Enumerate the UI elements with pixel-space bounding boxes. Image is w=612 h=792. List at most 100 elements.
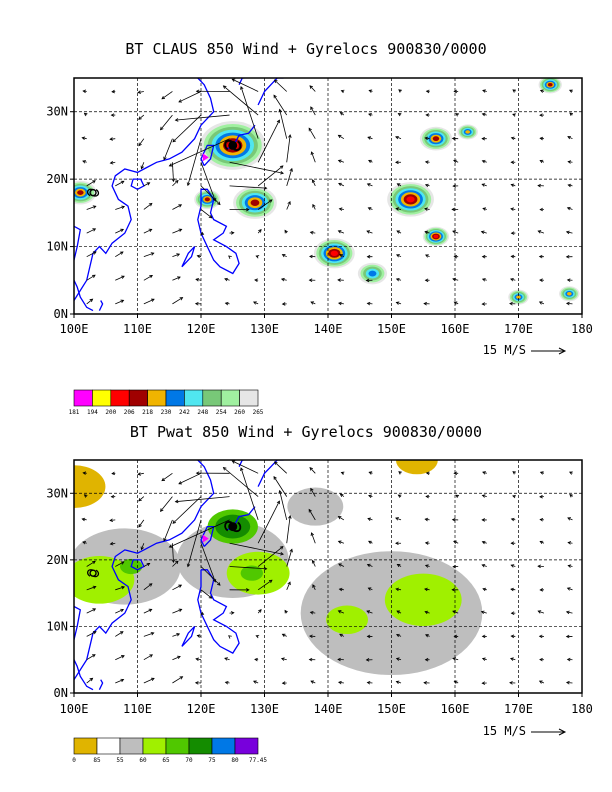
colorbar-label: 200 — [105, 409, 116, 416]
wind-arrowhead — [168, 544, 173, 548]
wind-arrowhead — [509, 681, 513, 685]
pwat-contour — [240, 565, 263, 581]
wind-arrowhead — [425, 254, 429, 258]
colorbar-swatch — [110, 389, 130, 407]
colorbar-label: 65 — [162, 757, 170, 764]
wind-arrowhead — [312, 203, 316, 208]
wind-arrowhead — [121, 275, 125, 279]
colorbar-label: 248 — [197, 409, 208, 416]
wind-arrow — [310, 488, 316, 497]
coastlines — [74, 78, 284, 312]
colorbar-label: 265 — [253, 409, 264, 416]
wind-arrowhead — [146, 562, 151, 567]
wind-arrowhead — [178, 204, 183, 208]
wind-arrowhead — [538, 254, 543, 259]
coastline — [238, 78, 245, 85]
wind-arrowhead — [366, 680, 371, 685]
wind-arrowhead — [509, 301, 513, 306]
colorbar-swatch — [147, 389, 167, 407]
wind-arrow — [338, 134, 345, 140]
reference-vector-head — [558, 728, 567, 736]
wind-arrowhead — [222, 85, 227, 89]
wind-arrowhead — [567, 135, 571, 140]
wind-arrow — [309, 467, 316, 474]
wind-arrow — [310, 106, 316, 116]
coastline — [130, 178, 145, 190]
wind-arrowhead — [453, 471, 458, 476]
wind-arrow — [115, 275, 125, 281]
wind-arrowhead — [451, 587, 456, 592]
wind-arrowhead — [510, 517, 515, 522]
wind-arrowhead — [396, 230, 401, 234]
reference-vector-label: 15 M/S — [483, 343, 526, 357]
wind-arrowhead — [309, 85, 313, 89]
wind-arrow — [115, 229, 124, 234]
wind-arrowhead — [224, 277, 228, 282]
wind-arrowhead — [89, 677, 94, 682]
cloud-contour — [406, 196, 415, 203]
wind-arrowhead — [176, 633, 181, 637]
wind-arrowhead — [308, 508, 312, 513]
track-marker — [202, 534, 209, 543]
wind-arrowhead — [395, 541, 399, 546]
wind-arrowhead — [424, 183, 429, 188]
wind-arrowhead — [539, 113, 543, 117]
wind-arrowhead — [481, 494, 486, 498]
wind-arrow — [137, 472, 144, 475]
cloud-contour — [547, 83, 553, 87]
wind-arrow — [172, 162, 174, 182]
wind-arrowhead — [310, 532, 315, 536]
pwat-contour — [395, 460, 438, 475]
wind-arrow — [172, 560, 179, 567]
wind-arrowhead — [452, 610, 456, 614]
wind-arrowhead — [338, 301, 342, 306]
wind-arrowhead — [120, 608, 125, 613]
wind-arrow — [367, 682, 373, 684]
coastline — [181, 625, 196, 647]
reference-vector-label: 15 M/S — [483, 724, 526, 738]
wind-arrowhead — [120, 180, 125, 185]
wind-arrowhead — [510, 634, 515, 639]
colorbar-swatch — [184, 389, 204, 407]
wind-arrow — [273, 476, 288, 497]
wind-arrowhead — [258, 228, 262, 233]
y-tick-label: 20N — [46, 172, 68, 186]
wind-arrowhead — [228, 635, 232, 639]
coastline — [257, 460, 284, 487]
wind-arrowhead — [311, 559, 316, 564]
wind-arrowhead — [208, 214, 213, 219]
wind-arrowhead — [284, 229, 288, 234]
wind-arrowhead — [92, 274, 96, 279]
wind-arrowhead — [424, 587, 428, 592]
wind-arrowhead — [168, 163, 173, 167]
wind-arrowhead — [92, 205, 97, 209]
wind-arrowhead — [174, 118, 179, 122]
typhoon-symbol-arm — [233, 140, 242, 151]
wind-arrowhead — [539, 471, 544, 475]
wind-arrowhead — [368, 113, 372, 117]
colorbar-label: 254 — [216, 409, 227, 416]
wind-arrow — [257, 579, 273, 591]
wind-arrowhead — [253, 301, 257, 305]
wind-arrowhead — [281, 302, 286, 306]
wind-arrow — [366, 610, 373, 614]
wind-arrowhead — [510, 183, 515, 188]
wind-arrowhead — [366, 563, 371, 568]
wind-arrow — [200, 589, 213, 599]
wind-arrowhead — [569, 471, 573, 475]
wind-arrowhead — [195, 278, 200, 282]
typhoon-symbol — [228, 140, 238, 150]
wind-arrow — [338, 302, 344, 305]
wind-arrowhead — [151, 298, 155, 302]
wind-arrowhead — [312, 584, 316, 588]
wind-vectors — [81, 78, 573, 306]
wind-arrowhead — [268, 199, 273, 203]
wind-arrowhead — [121, 655, 125, 659]
wind-arrowhead — [92, 228, 97, 232]
wind-arrowhead — [340, 471, 345, 475]
wind-arrow — [286, 168, 293, 187]
x-tick-label: 180 — [571, 322, 593, 336]
wind-arrowhead — [231, 460, 236, 464]
cloud-contour — [566, 292, 572, 296]
wind-arrowhead — [481, 278, 486, 282]
